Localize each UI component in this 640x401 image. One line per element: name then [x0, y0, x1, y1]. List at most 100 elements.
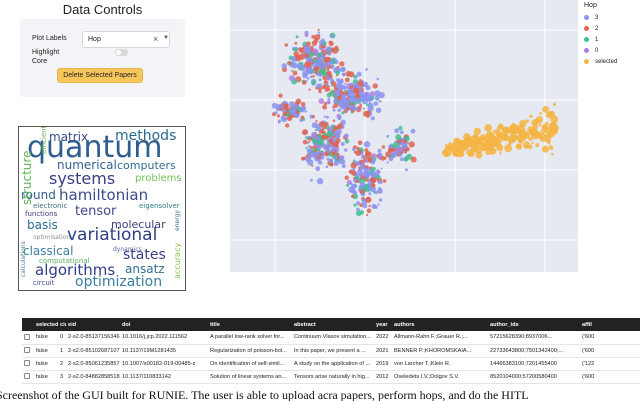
- legend-dot-icon: [584, 26, 589, 31]
- scatter-point: [325, 46, 332, 53]
- legend-item-0[interactable]: 0: [584, 45, 640, 56]
- scatter-point: [362, 198, 366, 202]
- row-checkbox[interactable]: [24, 360, 30, 367]
- scatter-point: [306, 136, 310, 140]
- scatter-point: [348, 71, 355, 78]
- scatter-svg[interactable]: [230, 0, 578, 272]
- column-header[interactable]: authors: [392, 318, 488, 331]
- scatter-point: [326, 141, 330, 145]
- word-optimisation: optimisation: [33, 234, 71, 241]
- table-cell: On identification of self-simil...: [208, 357, 292, 371]
- table-cell: ('122: [580, 357, 640, 371]
- scatter-point: [322, 135, 327, 140]
- scatter-point: [389, 153, 394, 158]
- delete-selected-papers-button[interactable]: Delete Selected Papers: [57, 68, 143, 83]
- scatter-point: [392, 142, 397, 148]
- scatter-plot[interactable]: [230, 0, 578, 272]
- word-basis: basis: [27, 218, 58, 232]
- scatter-point: [349, 86, 353, 89]
- table-cell: 2-s2.0-85137156346: [66, 331, 120, 345]
- column-header[interactable]: affil: [580, 318, 640, 331]
- column-header[interactable]: eid: [66, 318, 120, 331]
- table-cell: BENNER P.;KHOROMSKAIA...: [392, 344, 488, 358]
- scatter-point-selected: [541, 145, 549, 153]
- clear-icon[interactable]: ×: [153, 34, 159, 44]
- column-header[interactable]: year: [374, 318, 392, 331]
- legend-item-selected[interactable]: selected: [584, 56, 640, 67]
- table-row[interactable]: false 2 2-s2.0-85061235857 10.1007/s00182-0…: [22, 357, 640, 371]
- scatter-point: [403, 156, 409, 162]
- scatter-point: [399, 130, 404, 135]
- scatter-point: [352, 147, 356, 152]
- scatter-point: [307, 145, 311, 148]
- legend-label: 1: [595, 36, 599, 43]
- column-header[interactable]: doi: [120, 318, 208, 331]
- row-checkbox[interactable]: [24, 334, 30, 340]
- legend-label: selected: [595, 58, 618, 65]
- scatter-point: [355, 76, 358, 79]
- word-hamiltonian: hamiltonian: [59, 186, 149, 204]
- column-header[interactable]: cid: [58, 318, 66, 331]
- scatter-point: [346, 107, 350, 111]
- column-header[interactable]: title: [208, 318, 292, 331]
- column-header[interactable]: [22, 318, 34, 331]
- scatter-point: [300, 156, 305, 161]
- scatter-point: [295, 110, 300, 115]
- legend-item-3[interactable]: 3: [584, 12, 640, 23]
- scatter-point: [296, 56, 302, 62]
- table-row[interactable]: false 0 2-s2.0-85137156346 10.1016/j.jcp.20…: [22, 331, 640, 345]
- scatter-point: [377, 148, 382, 153]
- scatter-point: [312, 79, 316, 83]
- toggle-knob: [116, 50, 121, 55]
- scatter-point: [373, 101, 379, 106]
- chevron-down-icon[interactable]: ▼: [163, 35, 169, 41]
- legend-item-1[interactable]: 1: [584, 34, 640, 45]
- scatter-point-selected: [539, 112, 543, 115]
- scatter-point: [322, 104, 327, 110]
- column-header[interactable]: author_ids: [488, 318, 580, 331]
- scatter-point: [347, 100, 350, 103]
- scatter-point: [316, 83, 322, 89]
- column-header[interactable]: selected: [34, 318, 58, 331]
- row-checkbox[interactable]: [24, 373, 30, 380]
- plot-labels-select[interactable]: Hop × ▼: [82, 31, 170, 48]
- highlight-core-toggle[interactable]: [115, 49, 128, 56]
- word-eigensolver: eigensolver: [139, 202, 180, 210]
- table-cell: 2-s2.0-84882858518: [66, 370, 120, 384]
- scatter-point: [313, 38, 319, 44]
- scatter-point: [355, 149, 362, 156]
- row-checkbox[interactable]: [24, 347, 30, 354]
- table-cell: Continuum Vlasov simulation...: [292, 331, 374, 345]
- scatter-point: [289, 62, 293, 65]
- scatter-point: [400, 141, 406, 146]
- scatter-point: [323, 115, 326, 119]
- scatter-point: [360, 175, 363, 178]
- scatter-point: [315, 135, 320, 141]
- scatter-point: [316, 72, 320, 77]
- scatter-point: [329, 34, 334, 38]
- scatter-point: [364, 91, 368, 96]
- scatter-point: [381, 145, 386, 149]
- column-header[interactable]: abstract: [292, 318, 374, 331]
- scatter-point: [326, 150, 330, 153]
- scatter-point-selected: [548, 145, 554, 150]
- table-cell: 22733643800;7501342400;...: [488, 344, 580, 358]
- scatter-point: [345, 91, 349, 95]
- scatter-point-selected: [527, 144, 533, 150]
- scatter-point-selected: [535, 116, 543, 124]
- table-cell: 2-s2.0-85102687107: [66, 344, 120, 358]
- scatter-point: [367, 156, 373, 162]
- legend-item-2[interactable]: 2: [584, 23, 640, 34]
- scatter-point: [328, 85, 331, 88]
- scatter-point: [288, 109, 292, 113]
- scatter-point: [329, 60, 333, 65]
- scatter-point: [311, 164, 314, 167]
- scatter-point: [354, 106, 360, 111]
- table-row[interactable]: false 3 2-s2.0-84882858518 10.1137/11083314…: [22, 370, 640, 384]
- table-row[interactable]: false 1 2-s2.0-85102687107 10.1137/19M12814…: [22, 344, 640, 358]
- scatter-point: [330, 64, 335, 69]
- scatter-point: [328, 40, 333, 45]
- word-states: states: [123, 247, 166, 263]
- scatter-point: [405, 168, 408, 172]
- table-cell: 2-s2.0-85061235857: [66, 357, 120, 371]
